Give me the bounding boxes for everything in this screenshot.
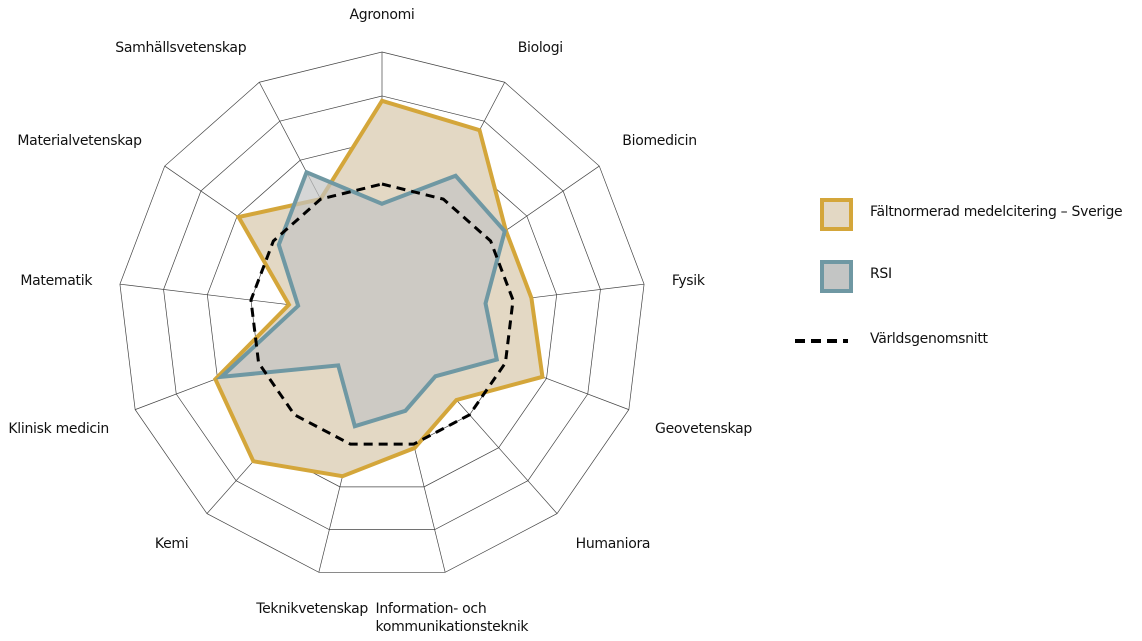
- category-label: Fysik: [671, 272, 705, 289]
- category-label: Materialvetenskap: [17, 133, 142, 150]
- legend-label: Fältnormerad medelcitering – Sverige: [870, 204, 1123, 220]
- category-label: Teknikvetenskap: [256, 600, 368, 617]
- category-label: Agronomi: [349, 7, 415, 23]
- category-label: Humaniora: [575, 535, 651, 552]
- legend-label: RSI: [870, 266, 892, 282]
- legend-swatch: [820, 260, 853, 293]
- category-label: Samhällsvetenskap: [115, 40, 247, 57]
- legend-label: Världsgenomsnitt: [870, 331, 988, 347]
- average-line: [249, 182, 515, 446]
- legend-swatch: [820, 198, 853, 231]
- grid-ring: [163, 95, 601, 530]
- series-area: [215, 169, 507, 429]
- category-label: Biologi: [517, 40, 564, 57]
- category-label: Matematik: [20, 272, 93, 289]
- category-label: Biomedicin: [622, 133, 697, 150]
- category-label: Geovetenskap: [655, 420, 752, 437]
- category-label: Kemi: [154, 535, 189, 552]
- category-label: Klinisk medicin: [8, 420, 109, 437]
- category-label: Information- och kommunikationsteknik: [375, 600, 529, 635]
- grid-ring: [206, 139, 558, 488]
- grid-ring: [119, 51, 645, 573]
